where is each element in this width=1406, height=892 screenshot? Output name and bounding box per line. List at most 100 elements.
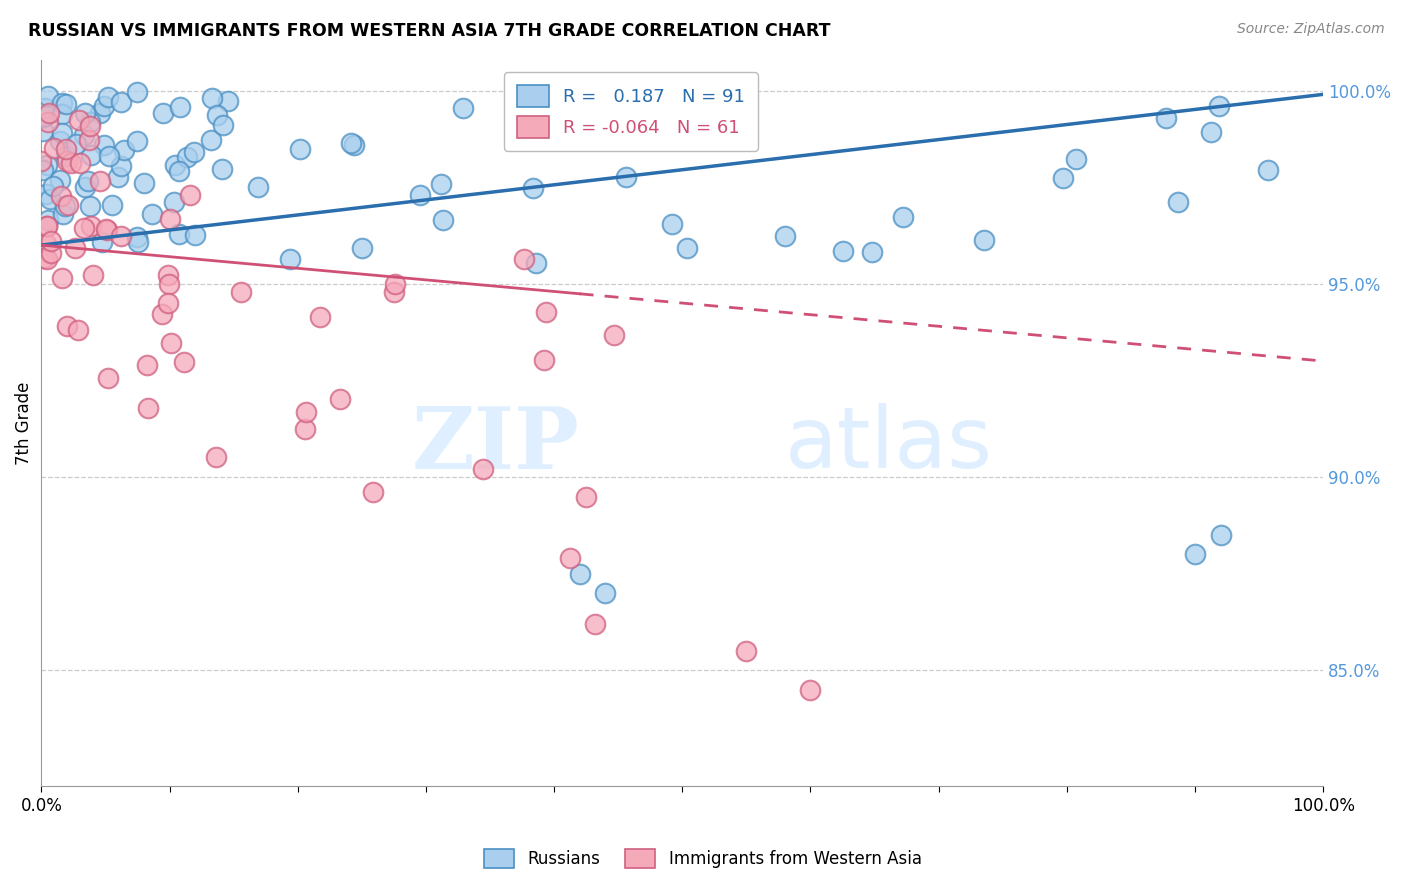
Point: [51, 271, 73, 285]
Text: ZIP: ZIP: [412, 402, 579, 487]
Point: [34, 101, 56, 115]
Point: [96, 223, 118, 237]
Point: [157, 268, 180, 282]
Point: [79, 115, 101, 129]
Point: [973, 233, 995, 247]
Point: [205, 450, 228, 464]
Point: [157, 296, 180, 310]
Point: [384, 277, 406, 291]
Point: [110, 159, 132, 173]
Legend: Russians, Immigrants from Western Asia: Russians, Immigrants from Western Asia: [478, 842, 928, 875]
Point: [167, 227, 190, 241]
Point: [55, 97, 77, 112]
Point: [183, 145, 205, 159]
Point: [162, 194, 184, 209]
Point: [39, 245, 62, 260]
Point: [77, 133, 100, 147]
Point: [169, 100, 191, 114]
Point: [112, 143, 135, 157]
Point: [382, 285, 405, 300]
Point: [184, 228, 207, 243]
Point: [1052, 171, 1074, 186]
Point: [79, 199, 101, 213]
Point: [93, 99, 115, 113]
Point: [1199, 125, 1222, 139]
Point: [79, 119, 101, 133]
Point: [39, 234, 62, 248]
Point: [34, 187, 56, 202]
Point: [67, 113, 90, 128]
Point: [73, 106, 96, 120]
Point: [176, 150, 198, 164]
Point: [735, 644, 758, 658]
Point: [53, 199, 76, 213]
Point: [93, 138, 115, 153]
Point: [32, 252, 55, 266]
Point: [31, 163, 53, 178]
Point: [35, 219, 58, 233]
Point: [73, 221, 96, 235]
Point: [247, 180, 270, 194]
Point: [110, 228, 132, 243]
Point: [340, 136, 363, 150]
Point: [55, 149, 77, 163]
Point: [799, 682, 821, 697]
Point: [661, 218, 683, 232]
Point: [1154, 111, 1177, 125]
Point: [150, 307, 173, 321]
Point: [1167, 195, 1189, 210]
Point: [167, 164, 190, 178]
Point: [90, 235, 112, 249]
Point: [217, 94, 239, 108]
Point: [127, 85, 149, 99]
Point: [583, 616, 606, 631]
Point: [56, 318, 79, 333]
Point: [37, 115, 59, 129]
Point: [575, 491, 598, 505]
Point: [52, 207, 75, 221]
Point: [125, 134, 148, 148]
Point: [1257, 163, 1279, 178]
Point: [82, 268, 104, 283]
Point: [1066, 152, 1088, 166]
Point: [294, 422, 316, 436]
Point: [49, 173, 72, 187]
Point: [471, 462, 494, 476]
Point: [773, 229, 796, 244]
Point: [512, 252, 534, 267]
Point: [94, 222, 117, 236]
Point: [127, 235, 149, 249]
Point: [534, 305, 557, 319]
Point: [201, 90, 224, 104]
Point: [37, 89, 59, 103]
Text: Source: ZipAtlas.com: Source: ZipAtlas.com: [1237, 22, 1385, 37]
Point: [35, 252, 58, 266]
Point: [51, 189, 73, 203]
Point: [30, 153, 52, 168]
Point: [160, 336, 183, 351]
Point: [125, 230, 148, 244]
Point: [96, 89, 118, 103]
Point: [69, 156, 91, 170]
Point: [136, 358, 159, 372]
Point: [568, 566, 591, 581]
Point: [80, 148, 103, 162]
Point: [329, 392, 352, 407]
Point: [80, 219, 103, 233]
Point: [37, 213, 59, 227]
Point: [110, 95, 132, 109]
Point: [32, 124, 55, 138]
Text: atlas: atlas: [785, 403, 993, 486]
Point: [73, 180, 96, 194]
Point: [200, 133, 222, 147]
Point: [1209, 528, 1232, 542]
Point: [212, 118, 235, 132]
Point: [51, 107, 73, 121]
Point: [132, 176, 155, 190]
Point: [37, 219, 59, 234]
Point: [157, 277, 180, 291]
Point: [342, 138, 364, 153]
Point: [49, 134, 72, 148]
Point: [89, 105, 111, 120]
Point: [533, 352, 555, 367]
